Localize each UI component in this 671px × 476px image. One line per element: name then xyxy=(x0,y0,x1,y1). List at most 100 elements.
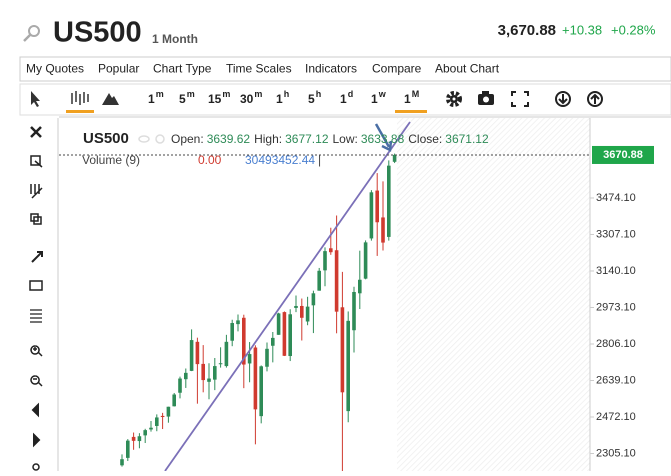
settings-icon[interactable] xyxy=(446,91,462,107)
legend-label: Open: xyxy=(171,132,204,146)
legend-label: High: xyxy=(254,132,282,146)
menu-bar xyxy=(19,56,671,82)
timescale-unit[interactable]: h xyxy=(316,89,322,99)
candle-body xyxy=(265,348,269,367)
candle-body xyxy=(160,415,165,418)
timescale-button[interactable]: 1d xyxy=(340,89,353,106)
menu-item[interactable]: My Quotes xyxy=(26,62,84,76)
scroll-right[interactable] xyxy=(33,432,41,448)
menu-item[interactable]: About Chart xyxy=(435,62,500,76)
timescale-button[interactable]: 1M xyxy=(404,89,419,106)
delete-tool[interactable] xyxy=(30,184,43,199)
candle-body xyxy=(340,307,345,393)
menu-item[interactable]: Indicators xyxy=(305,62,357,76)
candle-type[interactable] xyxy=(71,91,89,105)
candle-body xyxy=(201,363,205,381)
candle-body xyxy=(294,305,298,308)
candle-body xyxy=(242,317,246,365)
candle-body xyxy=(236,320,240,325)
candle-body xyxy=(137,436,142,442)
close-tool[interactable] xyxy=(30,126,42,138)
legend-symbol: US500 xyxy=(83,130,129,147)
menu-item[interactable]: Compare xyxy=(372,62,422,76)
trend-line[interactable] xyxy=(164,121,411,472)
candle-body xyxy=(282,312,287,356)
price: 3,670.88 xyxy=(498,22,556,39)
candle-body xyxy=(195,341,200,365)
candle-body xyxy=(207,378,211,382)
cursor-tool[interactable] xyxy=(31,91,40,107)
timescale-button[interactable]: 1w xyxy=(371,89,387,106)
timescale-number[interactable]: 1 xyxy=(276,92,283,106)
line-tool[interactable] xyxy=(31,251,43,263)
timescale-number[interactable]: 1 xyxy=(404,92,411,106)
legend-value: 3639.62 xyxy=(207,132,251,146)
menu-item[interactable]: Chart Type xyxy=(153,62,212,76)
search-icon[interactable] xyxy=(23,25,40,42)
timescale-number[interactable]: 1 xyxy=(340,92,347,106)
y-tick-label: 2639.10 xyxy=(596,374,636,386)
arrow-annotation xyxy=(374,123,393,152)
timescale-unit[interactable]: m xyxy=(222,89,230,99)
y-tick-label: 2973.10 xyxy=(596,301,636,313)
volume-legend: 0.00 xyxy=(198,153,222,167)
candle-body xyxy=(271,337,275,346)
clone-tool[interactable] xyxy=(30,213,42,225)
y-tick-label: 2472.10 xyxy=(596,411,636,423)
candle-body xyxy=(247,354,252,364)
timescale-number[interactable]: 5 xyxy=(179,92,186,106)
menu-item[interactable]: Popular xyxy=(98,62,139,76)
timescale-unit[interactable]: m xyxy=(187,89,195,99)
timescale-number[interactable]: 30 xyxy=(240,92,254,106)
timescale-button[interactable]: 5m xyxy=(179,89,195,106)
more-tool[interactable] xyxy=(32,463,40,471)
candle-body xyxy=(358,279,362,294)
candle-body xyxy=(323,251,327,271)
menu-item[interactable]: Time Scales xyxy=(226,62,292,76)
y-tick-label: 3140.10 xyxy=(596,265,636,277)
symbol: US500 xyxy=(53,17,142,49)
candle-body xyxy=(253,347,258,410)
timescale-unit[interactable]: w xyxy=(378,89,387,99)
timescale-unit[interactable]: h xyxy=(284,89,290,99)
candle-body xyxy=(149,427,153,430)
candle-body xyxy=(375,190,379,223)
camera-icon[interactable] xyxy=(478,91,494,105)
legend-icons xyxy=(138,134,165,144)
candle-body xyxy=(381,217,385,243)
candle-body xyxy=(387,165,391,237)
timescale-button[interactable]: 15m xyxy=(208,89,230,106)
timescale-unit[interactable]: m xyxy=(254,89,262,99)
y-tick-label: 2305.10 xyxy=(596,447,636,459)
candle-body xyxy=(329,248,333,253)
area-type[interactable] xyxy=(102,93,119,105)
timescale-button[interactable]: 1m xyxy=(148,89,164,106)
timescale-number[interactable]: 5 xyxy=(308,92,315,106)
timescale-unit[interactable]: m xyxy=(156,89,164,99)
volume-legend: 30493452.44 xyxy=(245,153,315,167)
select-tool[interactable] xyxy=(30,155,43,168)
timescale-button[interactable]: 1h xyxy=(276,89,289,106)
fullscreen-icon[interactable] xyxy=(511,91,529,107)
upload-icon[interactable] xyxy=(587,91,603,107)
download-icon[interactable] xyxy=(555,91,571,107)
timescale-unit[interactable]: d xyxy=(348,89,354,99)
candle-body xyxy=(120,459,124,466)
rect-tool[interactable] xyxy=(29,280,43,291)
candle-body xyxy=(189,340,194,371)
last-price-box xyxy=(592,145,654,164)
fib-tool[interactable] xyxy=(30,309,42,323)
zoom-in[interactable] xyxy=(30,345,43,357)
scroll-left[interactable] xyxy=(31,402,39,418)
timescale-unit[interactable]: M xyxy=(412,89,420,99)
timescale-number[interactable]: 1 xyxy=(371,92,378,106)
timescale-button[interactable]: 30m xyxy=(240,89,262,106)
candle-body xyxy=(276,313,281,335)
timescale-button[interactable]: 5h xyxy=(308,89,321,106)
legend-value: 3671.12 xyxy=(445,132,489,146)
timescale-number[interactable]: 15 xyxy=(208,92,222,106)
zoom-out[interactable] xyxy=(30,375,43,387)
timescale-number[interactable]: 1 xyxy=(148,92,155,106)
candle-body xyxy=(334,250,339,312)
